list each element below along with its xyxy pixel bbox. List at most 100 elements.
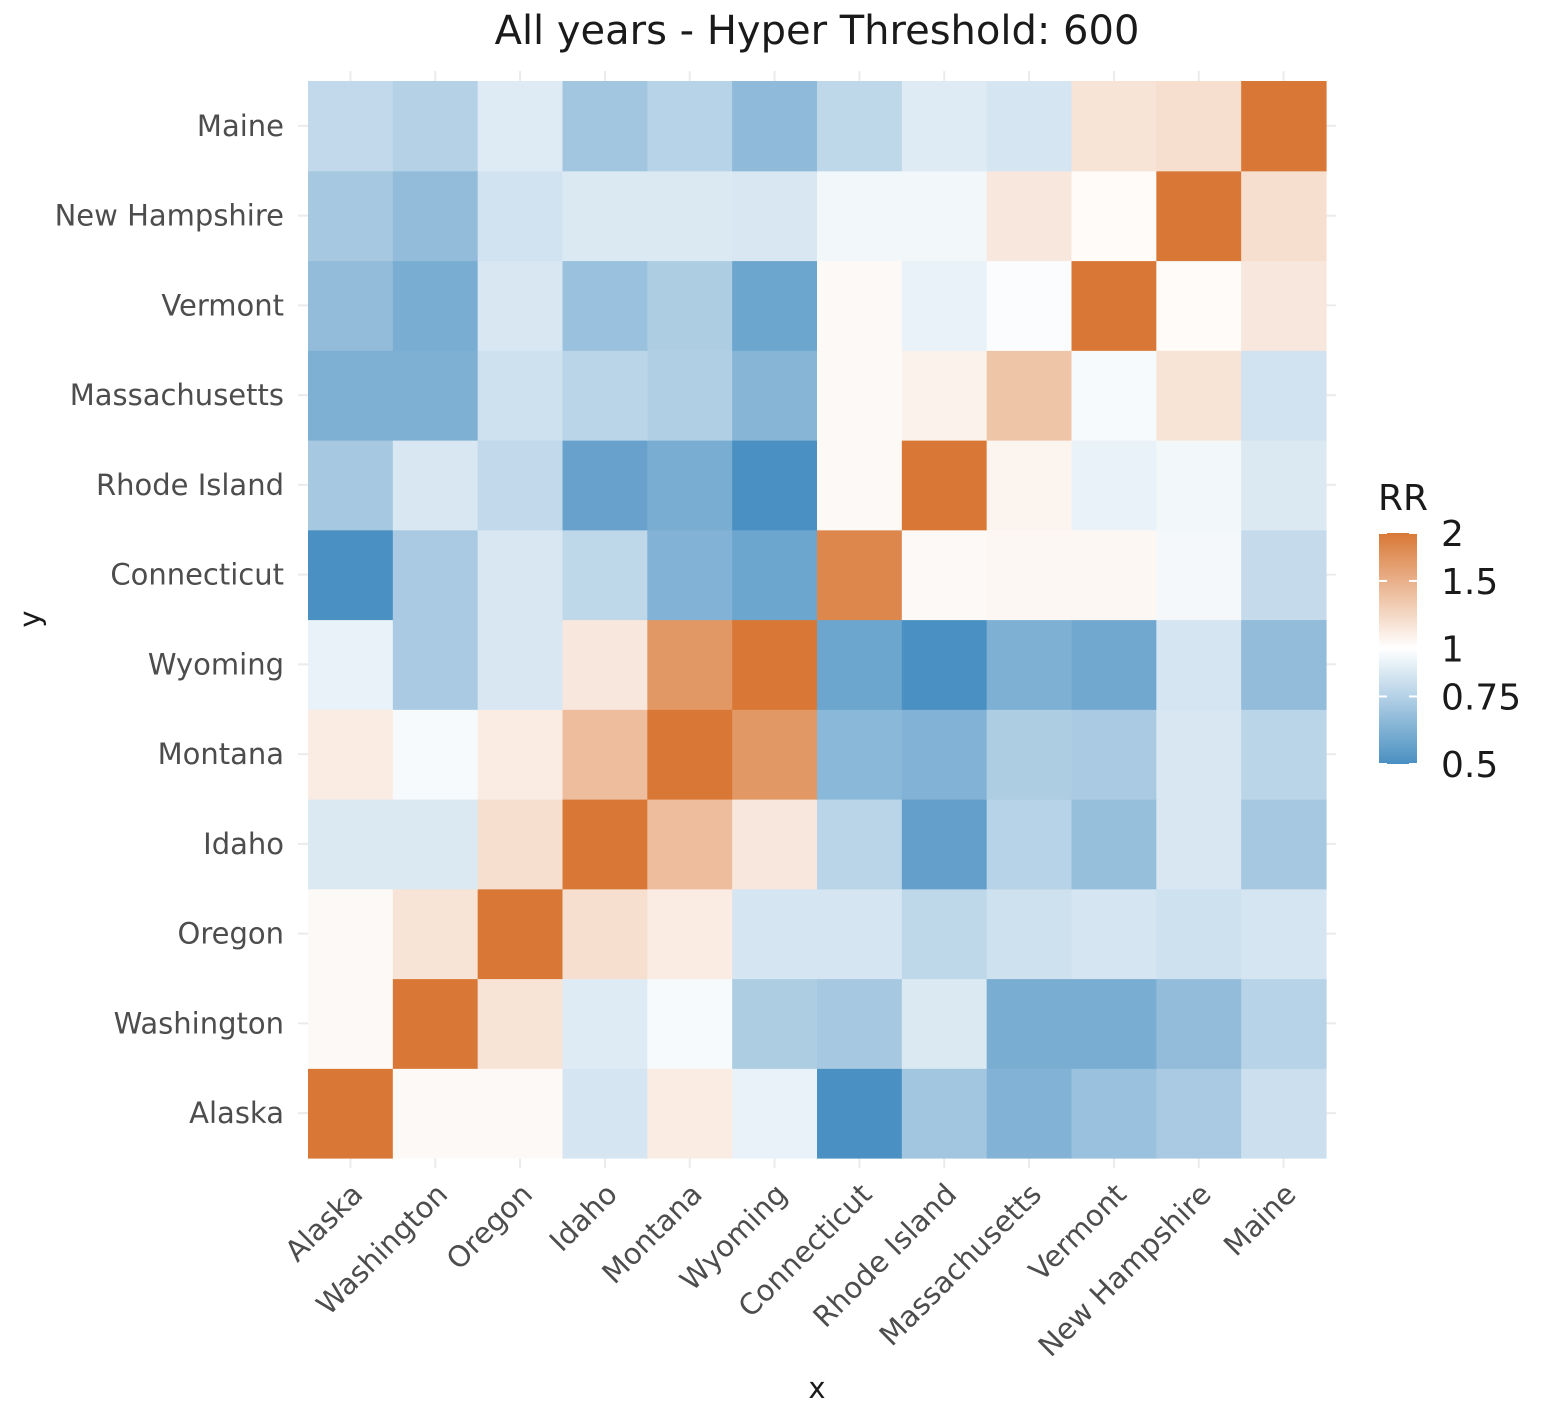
legend-label: 1.5	[1441, 562, 1498, 603]
heatmap-cell	[647, 260, 733, 351]
heatmap-cell	[1241, 170, 1327, 262]
heatmap-cell	[732, 619, 818, 710]
heatmap-cell	[392, 170, 479, 262]
heatmap-cell	[1071, 260, 1157, 351]
heatmap-cell	[1241, 1068, 1327, 1159]
heatmap-cell	[732, 260, 818, 351]
x-tick-label: Oregon	[440, 1177, 539, 1276]
heatmap-cell	[1156, 170, 1242, 262]
heatmap-cell	[901, 799, 988, 890]
heatmap-cell	[1241, 260, 1327, 351]
y-tick-label: Montana	[158, 737, 284, 771]
heatmap-cell	[308, 260, 394, 351]
heatmap-cell	[817, 709, 903, 800]
heatmap-cell	[477, 440, 564, 531]
legend: RR 2 1.5 1 0.75 0.5	[1378, 478, 1521, 786]
heatmap-cell	[308, 888, 394, 980]
heatmap-cell	[647, 978, 733, 1069]
heatmap-cell	[647, 81, 733, 172]
heatmap-cell	[308, 1068, 394, 1159]
heatmap-cell	[901, 619, 988, 710]
x-axis-title: x	[808, 1371, 825, 1405]
heatmap-cell	[308, 440, 394, 531]
y-tick-label: Connecticut	[110, 558, 284, 592]
heatmap-cell	[1071, 81, 1157, 172]
legend-label: 2	[1441, 514, 1464, 555]
heatmap-cell	[647, 1068, 733, 1159]
heatmap-cell	[1241, 709, 1327, 800]
heatmap-cell	[986, 978, 1073, 1069]
heatmap-cell	[817, 170, 903, 262]
heatmap-cell	[986, 260, 1073, 351]
heatmap-cell	[477, 260, 564, 351]
y-tick-labels: Alaska Washington Oregon Idaho Montana Wyomin…	[55, 109, 284, 1130]
heatmap-cell	[901, 1068, 988, 1159]
heatmap-cell	[901, 888, 988, 980]
heatmap-cell	[477, 1068, 564, 1159]
heatmap-cell	[647, 529, 733, 621]
heatmap-cell	[817, 978, 903, 1069]
heatmap-cell	[647, 440, 733, 531]
heatmap-cell	[1156, 529, 1242, 621]
heatmap-cell	[1156, 978, 1242, 1069]
heatmap-cell	[562, 799, 648, 890]
heatmap-cell	[477, 350, 564, 441]
heatmap-cell	[562, 260, 648, 351]
heatmap-cell	[562, 619, 648, 710]
heatmap-cell	[477, 709, 564, 800]
heatmap-cell	[562, 350, 648, 441]
heatmap-cell	[1241, 440, 1327, 531]
heatmap-cell	[901, 978, 988, 1069]
heatmap-cell	[392, 81, 479, 172]
heatmap-cell	[901, 350, 988, 441]
heatmap-cell	[647, 170, 733, 262]
heatmap-cell	[392, 978, 479, 1069]
heatmap-cell	[647, 888, 733, 980]
heatmap-cell	[477, 888, 564, 980]
x-tick-label: Idaho	[543, 1177, 624, 1258]
heatmap-cell	[308, 81, 394, 172]
y-tick-label: Massachusetts	[70, 378, 284, 412]
heatmap-cell	[817, 260, 903, 351]
heatmap-cell	[901, 170, 988, 262]
heatmap-cell	[308, 170, 394, 262]
heatmap-cell	[562, 440, 648, 531]
heatmap-cell	[1071, 440, 1157, 531]
heatmap-cell	[562, 709, 648, 800]
heatmap-cell	[562, 170, 648, 262]
heatmap-cell	[1156, 1068, 1242, 1159]
heatmap-cell	[1156, 888, 1242, 980]
heatmap-cell	[308, 978, 394, 1069]
heatmap-cell	[1071, 170, 1157, 262]
heatmap-cell	[477, 81, 564, 172]
heatmap-cell	[477, 978, 564, 1069]
heatmap-cell	[1071, 709, 1157, 800]
legend-label: 1	[1441, 630, 1464, 671]
heatmap-cell	[732, 529, 818, 621]
heatmap-cell	[562, 888, 648, 980]
y-tick-label: Washington	[114, 1006, 284, 1040]
heatmap-cell	[1071, 888, 1157, 980]
heatmap-cell	[392, 260, 479, 351]
heatmap-cell	[308, 529, 394, 621]
heatmap-cell	[647, 709, 733, 800]
heatmap-cell	[986, 440, 1073, 531]
heatmap-cells	[308, 81, 1327, 1159]
legend-label: 0.75	[1441, 677, 1521, 718]
y-tick-label: Wyoming	[148, 647, 284, 681]
heatmap-cell	[1156, 81, 1242, 172]
heatmap-cell	[732, 170, 818, 262]
heatmap-cell	[986, 888, 1073, 980]
heatmap-cell	[901, 440, 988, 531]
heatmap-cell	[477, 529, 564, 621]
heatmap-cell	[817, 799, 903, 890]
heatmap-cell	[392, 709, 479, 800]
heatmap-cell	[1241, 529, 1327, 621]
heatmap-cell	[1156, 260, 1242, 351]
heatmap-cell	[392, 1068, 479, 1159]
heatmap-cell	[1156, 799, 1242, 890]
y-axis-title: y	[13, 610, 47, 627]
chart-title: All years - Hyper Threshold: 600	[495, 8, 1140, 54]
heatmap-cell	[986, 619, 1073, 710]
